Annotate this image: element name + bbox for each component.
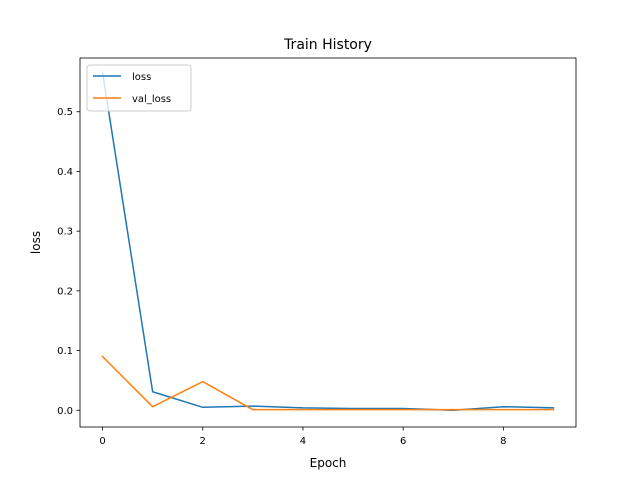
- legend-entries: loss val_loss: [93, 72, 171, 105]
- chart-title: Train History: [283, 37, 372, 53]
- legend-label: loss: [132, 72, 151, 83]
- series-layer: [101, 71, 555, 412]
- x-axis-ticks: 0 2 4 6 8: [99, 427, 507, 447]
- y-axis-label: loss: [29, 231, 43, 254]
- x-tick-label: 8: [500, 436, 506, 447]
- y-tick-label: 0.1: [57, 346, 73, 357]
- x-tick-label: 2: [200, 436, 206, 447]
- legend: loss val_loss: [86, 64, 192, 112]
- y-tick-label: 0.4: [57, 167, 73, 178]
- series-line-loss: [101, 71, 555, 412]
- axes-frame: [79, 57, 577, 428]
- x-axis-label: Epoch: [310, 456, 347, 470]
- x-tick-label: 4: [300, 436, 306, 447]
- y-tick-label: 0.5: [57, 107, 73, 118]
- legend-label: val_loss: [132, 94, 171, 105]
- plot-area: [80, 58, 576, 427]
- y-axis-ticks: 0.0 0.1 0.2 0.3 0.4 0.5: [57, 107, 80, 417]
- x-tick-label: 0: [99, 436, 105, 447]
- x-tick-label: 6: [400, 436, 406, 447]
- y-tick-label: 0.2: [57, 286, 73, 297]
- y-tick-label: 0.3: [57, 227, 73, 238]
- y-tick-label: 0.0: [57, 406, 73, 417]
- series-line-val-loss: [101, 355, 555, 411]
